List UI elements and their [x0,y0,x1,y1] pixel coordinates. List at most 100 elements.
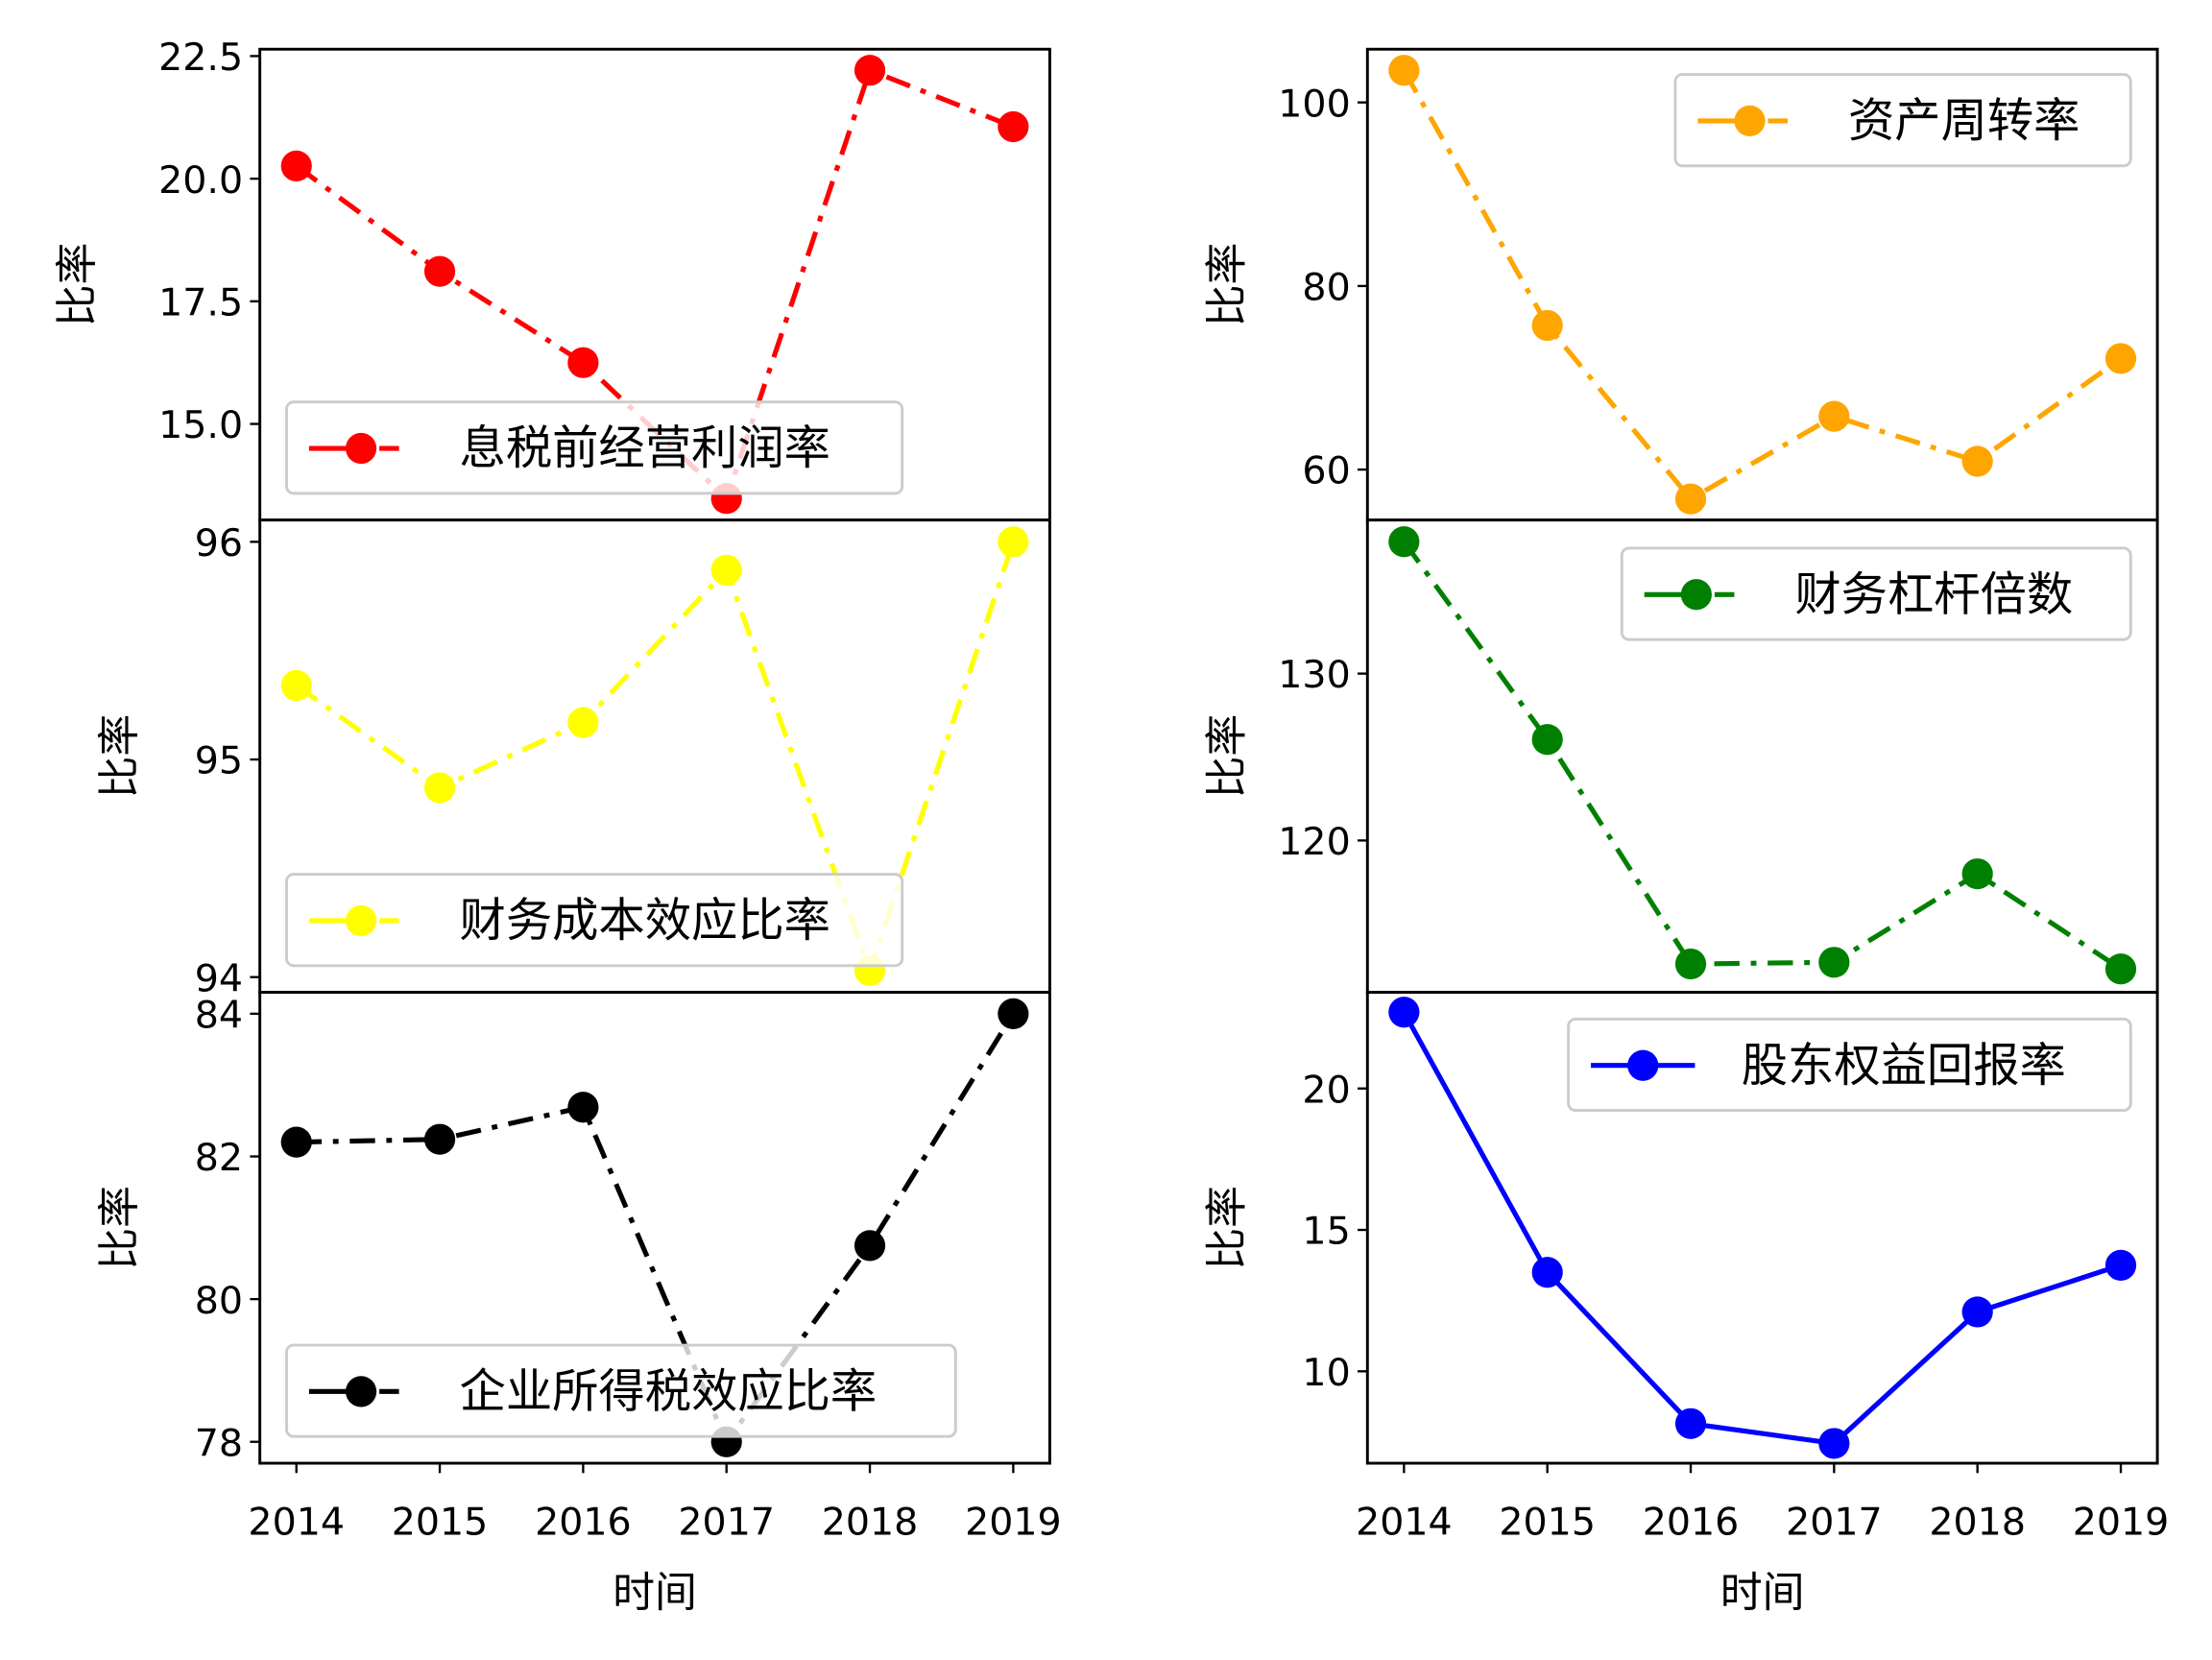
y-tick-label: 84 [195,994,243,1038]
legend-marker [345,432,377,465]
y-tick-label: 60 [1302,449,1350,493]
y-tick-label: 100 [1278,82,1350,126]
series-line [295,541,1016,978]
x-tick-label: 2015 [1499,1501,1596,1545]
x-tick-label: 2018 [1929,1501,2026,1545]
legend-box [285,873,904,968]
legend-box [285,1343,957,1438]
series-line [1402,68,2123,502]
y-axis-label: 比率 [95,714,144,799]
legend-marker [1734,105,1766,137]
legend-label: 股东权益回报率 [1742,1039,2066,1093]
x-tick-label: 2015 [392,1501,489,1545]
series-line [1402,1010,2122,1447]
data-point [280,1126,312,1158]
legend-box [285,400,904,495]
y-axis-label: 比率 [1203,714,1252,799]
legend-marker [345,1376,377,1407]
y-tick-label: 17.5 [158,280,243,325]
y-tick-label: 15.0 [158,403,243,447]
legend-label: 资产周转率 [1848,94,2080,148]
data-point [2104,343,2137,374]
data-point [998,998,1029,1029]
data-point [1961,445,1993,477]
data-point [567,707,599,738]
data-point [1961,1296,1993,1328]
data-point [1674,483,1707,515]
y-tick-label: 20 [1302,1068,1350,1112]
data-point [423,255,456,287]
x-tick-label: 2016 [1643,1501,1740,1545]
subplot-5: 78 80 82 84 比率 2014 2015 2016 2017 2018 2019 时间 企业所得… [95,991,1062,1617]
data-point [1818,1428,1850,1459]
legend-box [1620,546,2132,641]
subplot-2: 60 80 100 比率 资产周转率 [1203,47,2159,522]
legend-marker [1627,1049,1659,1081]
legend-label: 财务杠杆倍数 [1794,567,2073,621]
x-tick-label: 2014 [1356,1501,1453,1545]
data-point [854,55,886,86]
legend: 息税前经营利润率 [285,400,904,495]
x-tick-label: 2019 [965,1501,1062,1545]
y-tick-label: 78 [195,1421,243,1465]
y-tick-label: 96 [195,521,243,565]
axes-frame [258,991,1051,1465]
y-tick-label: 130 [1278,653,1350,697]
data-point [423,1123,456,1155]
x-tick-label: 2016 [535,1501,632,1545]
axes-frame [1365,991,2159,1465]
data-point [998,526,1029,558]
y-axis-label: 比率 [53,243,102,327]
series-line [296,1012,1016,1447]
legend: 股东权益回报率 [1567,1017,2132,1113]
x-tick-label: 2017 [1786,1501,1883,1545]
x-tick-label: 2017 [678,1501,775,1545]
legend: 财务杠杆倍数 [1620,546,2132,641]
data-point [1388,997,1420,1028]
data-point [998,110,1029,143]
legend: 企业所得税效应比率 [285,1343,957,1438]
x-axis-label: 时间 [1720,1568,1805,1617]
data-point [1531,1257,1563,1288]
x-axis-label: 时间 [613,1568,697,1617]
data-point [1674,1407,1707,1439]
data-point [1531,724,1563,756]
y-tick-label: 80 [195,1279,243,1323]
data-point [1674,948,1707,980]
legend-label: 企业所得税效应比率 [460,1364,878,1418]
data-point [567,347,599,378]
y-tick-label: 120 [1278,820,1350,864]
x-tick-label: 2018 [822,1501,919,1545]
legend-box [1673,73,2132,168]
data-point [280,150,312,181]
data-point [710,554,742,586]
legend: 资产周转率 [1673,73,2132,168]
legend-label: 息税前经营利润率 [460,421,830,475]
data-point [567,1092,599,1123]
y-tick-label: 94 [195,956,243,1000]
y-axis-label: 比率 [95,1186,144,1270]
legend-marker [1680,579,1712,611]
data-point [1818,947,1850,978]
subplot-4: 120 130 比率 财务杠杆倍数 [1203,518,2159,995]
data-point [1531,309,1563,342]
y-axis-label: 比率 [1203,1186,1252,1270]
x-tick-label: 2014 [248,1501,345,1545]
legend: 财务成本效应比率 [285,873,904,968]
data-point [1818,400,1850,432]
data-point [423,772,456,804]
legend-box [1567,1017,2132,1113]
y-tick-label: 10 [1302,1351,1350,1395]
y-tick-label: 22.5 [158,36,243,80]
y-tick-label: 82 [195,1136,243,1180]
data-point [1388,55,1420,86]
y-tick-label: 20.0 [158,158,243,203]
legend-marker [345,904,377,937]
data-point [280,669,312,702]
subplot-6: 10 15 20 比率 2014 2015 2016 2017 2018 2019 时间 股东权益回报… [1203,991,2170,1617]
legend-label: 财务成本效应比率 [460,894,830,948]
x-tick-label: 2019 [2073,1501,2170,1545]
